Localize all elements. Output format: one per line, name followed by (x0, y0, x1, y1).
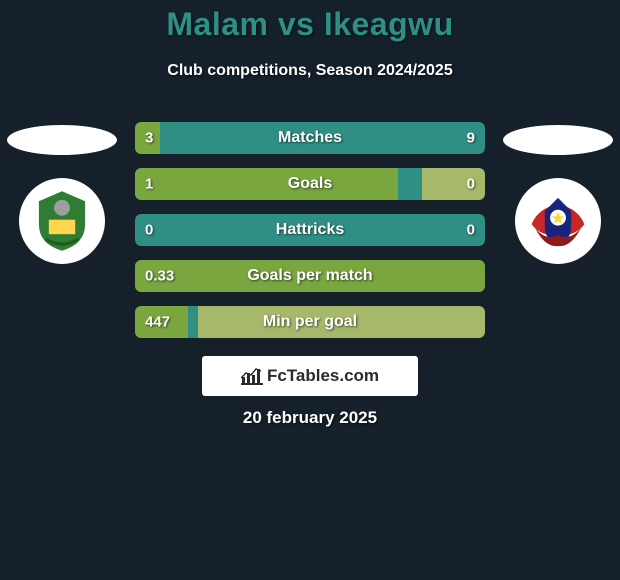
club-crest-right-icon (525, 188, 591, 254)
stat-label: Goals (288, 175, 332, 193)
stat-value-right: 0 (467, 176, 475, 193)
watermark: FcTables.com (202, 356, 418, 396)
stat-value-right: 0 (467, 222, 475, 239)
stat-label: Min per goal (263, 313, 357, 331)
stat-row: 447 Min per goal (135, 306, 485, 338)
stat-fill-right (422, 168, 485, 200)
stat-bars: 3 9 Matches 1 0 Goals 0 0 Hattricks 0.33 Goals per… (135, 122, 485, 352)
comparison-infographic: Malam vs Ikeagwu Club competitions, Seas… (0, 0, 620, 580)
player-right-slot (498, 0, 618, 300)
date: 20 february 2025 (0, 408, 620, 428)
player-left-slot (2, 0, 122, 300)
stat-row: 0.33 Goals per match (135, 260, 485, 292)
stat-row: 1 0 Goals (135, 168, 485, 200)
stat-value-left: 0 (145, 222, 153, 239)
stat-value-left: 3 (145, 130, 153, 147)
club-logo-left (19, 178, 105, 264)
watermark-text: FcTables.com (267, 366, 379, 386)
stat-fill-left (135, 168, 398, 200)
player-left-silhouette (7, 125, 117, 155)
bar-chart-icon (241, 367, 263, 385)
stat-label: Matches (278, 129, 342, 147)
stat-value-right: 9 (467, 130, 475, 147)
club-crest-left-icon (29, 188, 95, 254)
stat-label: Goals per match (247, 267, 372, 285)
player-right-silhouette (503, 125, 613, 155)
stat-label: Hattricks (276, 221, 344, 239)
stat-value-left: 447 (145, 314, 170, 331)
stat-row: 0 0 Hattricks (135, 214, 485, 246)
club-logo-right (515, 178, 601, 264)
stat-value-left: 1 (145, 176, 153, 193)
stat-value-left: 0.33 (145, 268, 174, 285)
stat-row: 3 9 Matches (135, 122, 485, 154)
